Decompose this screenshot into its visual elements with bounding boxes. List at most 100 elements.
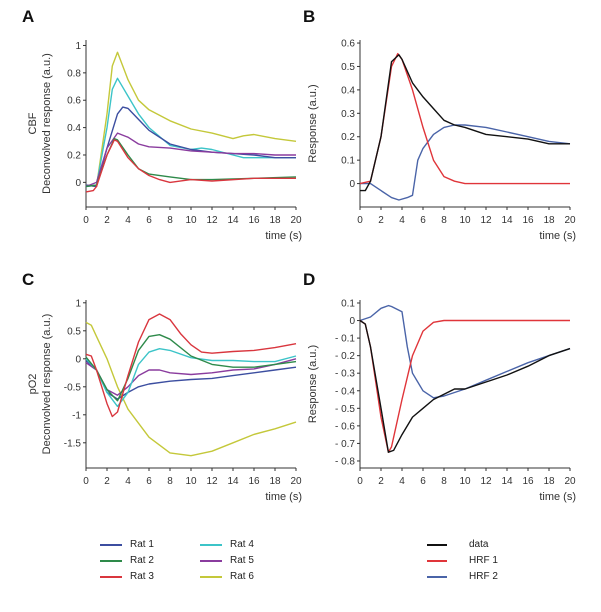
x-tick-label: 20 — [290, 215, 302, 226]
x-tick-label: 16 — [248, 476, 260, 487]
x-tick-label: 12 — [206, 476, 218, 487]
panel-d: D 0 2 4 6 8 10 12 14 16 18 20 - 0.8 - 0.7 - 0.6 - 0.5 - … — [303, 270, 576, 503]
x-tick-label: 12 — [480, 215, 492, 226]
x-tick-label: 4 — [125, 476, 131, 487]
x-tick-label: 18 — [543, 215, 555, 226]
y-tick-label: 0.6 — [341, 39, 355, 50]
y-tick-label: - 0.6 — [335, 421, 355, 432]
y-axis-title: pO2 — [27, 374, 39, 395]
x-tick-label: 2 — [378, 215, 384, 226]
x-axis-title: time (s) — [539, 230, 576, 242]
x-tick-label: 16 — [522, 476, 534, 487]
series-line-rat-1 — [85, 106, 296, 188]
x-tick-label: 18 — [269, 476, 281, 487]
series-line-rat-4 — [85, 77, 296, 188]
x-tick-label: 20 — [564, 476, 576, 487]
x-tick-label: 2 — [104, 476, 110, 487]
x-tick-label: 14 — [227, 215, 239, 226]
y-tick-label: 0.2 — [67, 150, 81, 161]
x-tick-label: 12 — [480, 476, 492, 487]
x-tick-label: 10 — [185, 476, 197, 487]
legend-swatch — [100, 575, 122, 578]
x-tick-label: 20 — [564, 215, 576, 226]
legend-label: Rat 4 — [230, 539, 254, 550]
x-tick-label: 8 — [441, 476, 447, 487]
y-axis-title: Response (a.u.) — [307, 84, 319, 162]
x-tick-label: 12 — [206, 215, 218, 226]
y-axis-title: Deconvolved response (a.u.) — [41, 53, 53, 194]
legend-item-rat-5: Rat 5 — [200, 555, 254, 566]
legend-item-rat-2: Rat 2 — [100, 555, 154, 566]
legend-item-hrf-1: HRF 1 — [427, 555, 498, 566]
x-tick-label: 14 — [501, 476, 513, 487]
y-tick-label: 0 — [349, 179, 355, 190]
y-tick-label: 0.4 — [341, 85, 355, 96]
y-tick-label: -1 — [72, 410, 81, 421]
y-tick-label: 0.8 — [67, 68, 81, 79]
y-tick-label: 0.3 — [341, 109, 355, 120]
panel-label: C — [22, 270, 34, 289]
panel-label: B — [303, 7, 315, 26]
y-tick-label: 0 — [75, 354, 81, 365]
x-tick-label: 18 — [543, 476, 555, 487]
legend-label: Rat 6 — [230, 571, 254, 582]
x-tick-label: 2 — [378, 476, 384, 487]
legend-label: Rat 2 — [130, 555, 154, 566]
y-tick-label: 0.1 — [341, 298, 355, 309]
series-line-rat-3 — [85, 139, 296, 193]
x-tick-label: 8 — [167, 476, 173, 487]
x-axis-title: time (s) — [265, 230, 302, 242]
x-tick-label: 6 — [420, 476, 426, 487]
y-tick-label: - 0.5 — [335, 404, 355, 415]
y-axis-title: CBF — [27, 112, 39, 134]
y-tick-label: 0.6 — [67, 96, 81, 107]
x-tick-label: 8 — [167, 215, 173, 226]
x-tick-label: 10 — [459, 476, 471, 487]
legend-swatch — [200, 559, 222, 562]
x-tick-label: 0 — [83, 476, 89, 487]
y-tick-label: 0 — [75, 178, 81, 189]
x-tick-label: 2 — [104, 215, 110, 226]
legend-swatch — [427, 543, 447, 546]
legend-swatch — [200, 543, 222, 546]
legend-item-hrf-2: HRF 2 — [427, 571, 498, 582]
panel-label: A — [22, 7, 34, 26]
y-axis-title: Deconvolved response (a.u.) — [41, 314, 53, 455]
x-tick-label: 4 — [399, 476, 405, 487]
series-line-rat-3 — [85, 313, 297, 418]
series-line-rat-4 — [85, 348, 297, 408]
legend-item-rat-6: Rat 6 — [200, 571, 254, 582]
series-line-rat-6 — [85, 51, 297, 188]
x-tick-label: 10 — [459, 215, 471, 226]
x-tick-label: 6 — [146, 215, 152, 226]
series-line-hrf-2 — [359, 304, 571, 399]
y-tick-label: - 0.4 — [335, 386, 355, 397]
legend-label: Rat 3 — [130, 571, 154, 582]
series-line-rat-6 — [85, 321, 297, 457]
series-line-rat-5 — [85, 358, 297, 396]
series-line-rat-2 — [85, 334, 297, 402]
x-axis-title: time (s) — [539, 491, 576, 503]
series-line-hrf-1 — [359, 319, 570, 453]
panel-c: C 0 2 4 6 8 10 12 14 16 18 20 -1.5 -1 -0.5 0 0.5 1 time (s… — [22, 270, 302, 503]
y-axis-title: Response (a.u.) — [307, 345, 319, 423]
y-tick-label: - 0.3 — [335, 369, 355, 380]
legend-label: Rat 5 — [230, 555, 254, 566]
legend-item-rat-1: Rat 1 — [100, 539, 154, 550]
x-tick-label: 16 — [522, 215, 534, 226]
x-tick-label: 14 — [227, 476, 239, 487]
series-line-data — [360, 54, 570, 192]
y-tick-label: 1 — [75, 298, 81, 309]
x-tick-label: 4 — [399, 215, 405, 226]
x-tick-label: 20 — [290, 476, 302, 487]
series-line-rat-1 — [85, 359, 297, 400]
series-line-data — [359, 319, 571, 453]
y-tick-label: -0.5 — [64, 382, 82, 393]
x-tick-label: 4 — [125, 215, 131, 226]
series-line-hrf-1 — [359, 52, 570, 185]
legend-swatch — [427, 559, 447, 562]
x-tick-label: 10 — [185, 215, 197, 226]
legend-item-rat-4: Rat 4 — [200, 539, 254, 550]
x-tick-label: 14 — [501, 215, 513, 226]
